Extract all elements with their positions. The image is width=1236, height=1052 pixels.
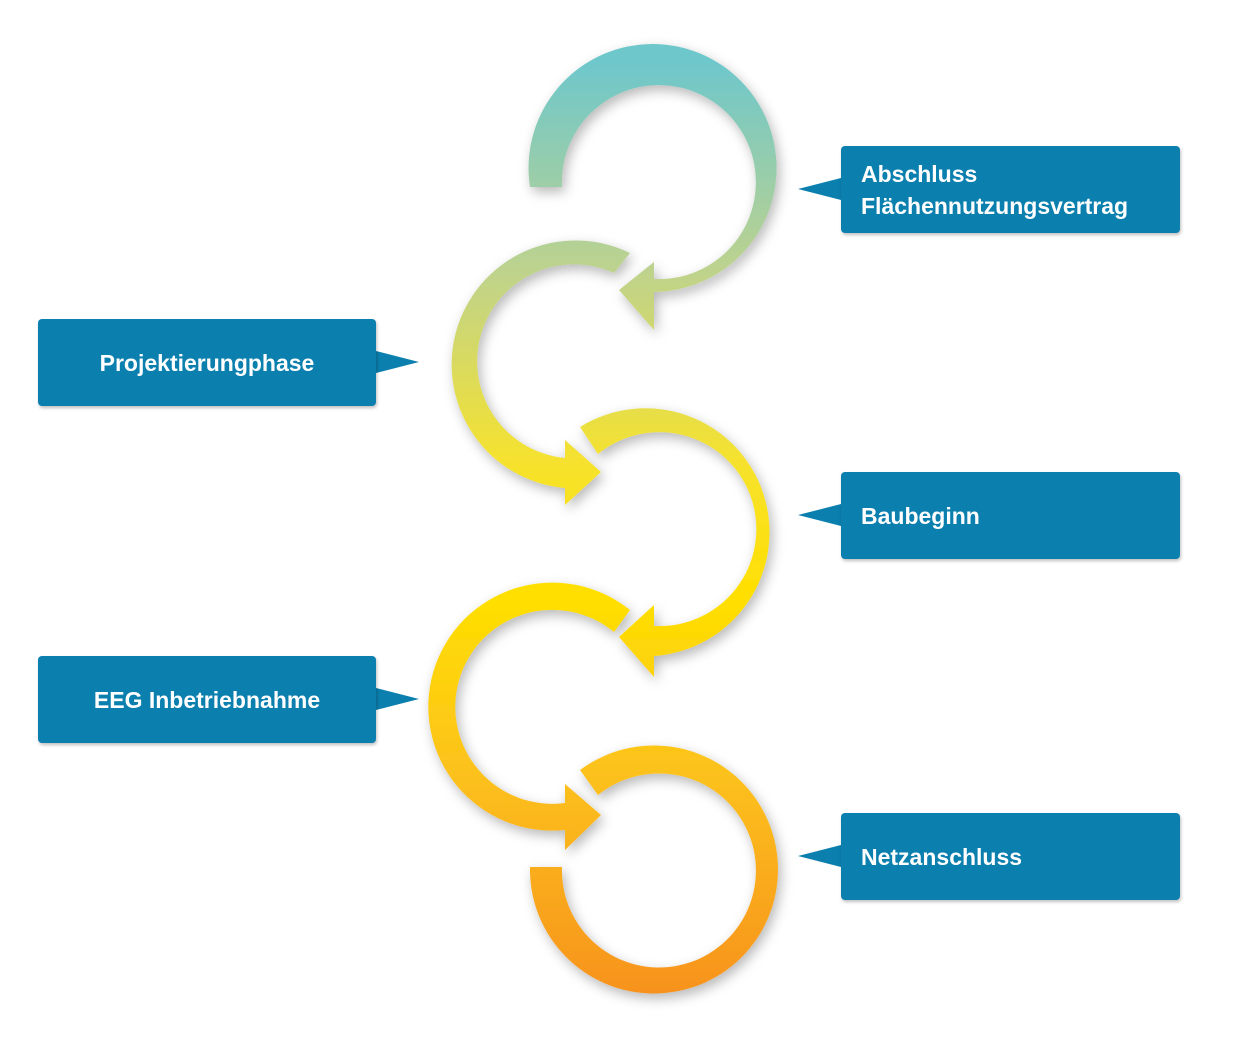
label-pointer [798, 845, 841, 867]
label-netzanschluss: Netzanschluss [841, 813, 1180, 900]
label-projektierungphase-text: Projektierungphase [99, 349, 315, 376]
cycle-arc-4 [428, 582, 630, 850]
label-abschluss-flaechennutzungsvertrag: Abschluss Flächennutzungsvertrag [841, 146, 1180, 233]
label-netzanschluss-text: Netzanschluss [861, 843, 1023, 870]
label-pointer [376, 688, 419, 710]
label-projektierungphase: Projektierungphase [38, 319, 376, 406]
cycle-arc-2 [451, 240, 630, 506]
label-eeg-inbetriebnahme: EEG Inbetriebnahme [38, 656, 376, 743]
label-pointer [798, 178, 841, 200]
label-baubeginn: Baubeginn [841, 472, 1180, 559]
label-baubeginn-text: Baubeginn [861, 502, 980, 529]
label-abschluss-line2: Flächennutzungsvertrag [861, 192, 1129, 219]
label-eeg-text: EEG Inbetriebnahme [93, 686, 321, 713]
cycle-arc-5 [529, 745, 778, 994]
label-abschluss-line1: Abschluss [861, 160, 978, 187]
cycle-arc-3 [580, 408, 770, 677]
label-pointer [798, 504, 841, 526]
cycle-arc-1 [528, 44, 777, 331]
label-pointer [376, 351, 419, 373]
